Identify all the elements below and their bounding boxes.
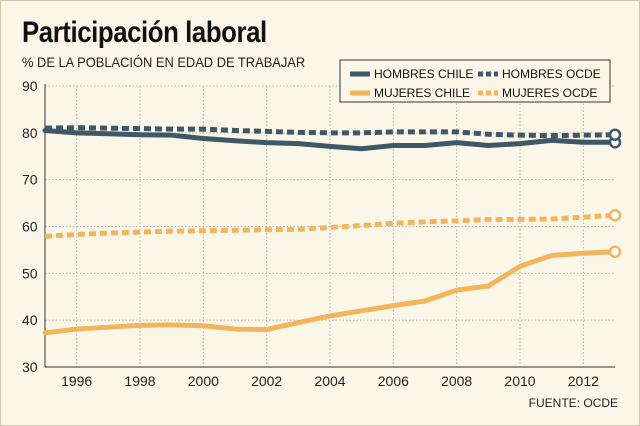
x-tick-label: 2012 <box>568 373 599 389</box>
x-tick-label: 1996 <box>61 373 92 389</box>
y-tick-label: 40 <box>22 312 38 328</box>
y-tick-label: 70 <box>22 172 38 188</box>
series-endpoint-marker <box>608 209 622 222</box>
y-tick-label: 30 <box>22 359 38 375</box>
series-lines <box>42 125 622 336</box>
x-tick-label: 2006 <box>378 373 409 389</box>
x-tick-label: 2000 <box>188 373 219 389</box>
legend-label: MUJERES OCDE <box>502 86 597 100</box>
legend-label: HOMBRES CHILE <box>374 67 473 81</box>
x-tick-label: 1998 <box>124 373 155 389</box>
series-line-mujeres-chile <box>42 249 618 336</box>
legend-label: HOMBRES OCDE <box>502 67 601 81</box>
y-tick-label: 50 <box>22 265 38 281</box>
series-line-hombres-ocde <box>44 125 616 139</box>
x-tick-label: 2008 <box>441 373 472 389</box>
legend-label: MUJERES CHILE <box>374 86 470 100</box>
source-note: FUENTE: OCDE <box>528 396 618 410</box>
legend: HOMBRES CHILE HOMBRES OCDE MUJERES CHILE MU… <box>339 59 611 103</box>
series-line-mujeres-ocde <box>44 212 616 239</box>
chart-subtitle: % DE LA POBLACIÓN EN EDAD DE TRABAJAR <box>22 54 306 70</box>
legend-box <box>339 59 611 103</box>
x-tick-label: 2004 <box>314 373 345 389</box>
chart-title: Participación laboral <box>22 16 267 49</box>
series-endpoint-marker <box>608 128 622 141</box>
series-endpoint-marker <box>608 245 622 259</box>
y-tick-label: 60 <box>22 219 38 235</box>
x-tick-label: 2010 <box>504 373 535 389</box>
series-line-hombres-chile <box>42 127 618 152</box>
x-tick-label: 2002 <box>251 373 282 389</box>
axes: 30 40 50 60 70 80 90 1996 1998 2000 2002 2004 2006 20… <box>22 78 615 389</box>
y-tick-label: 80 <box>22 125 38 141</box>
y-tick-label: 90 <box>22 78 38 94</box>
